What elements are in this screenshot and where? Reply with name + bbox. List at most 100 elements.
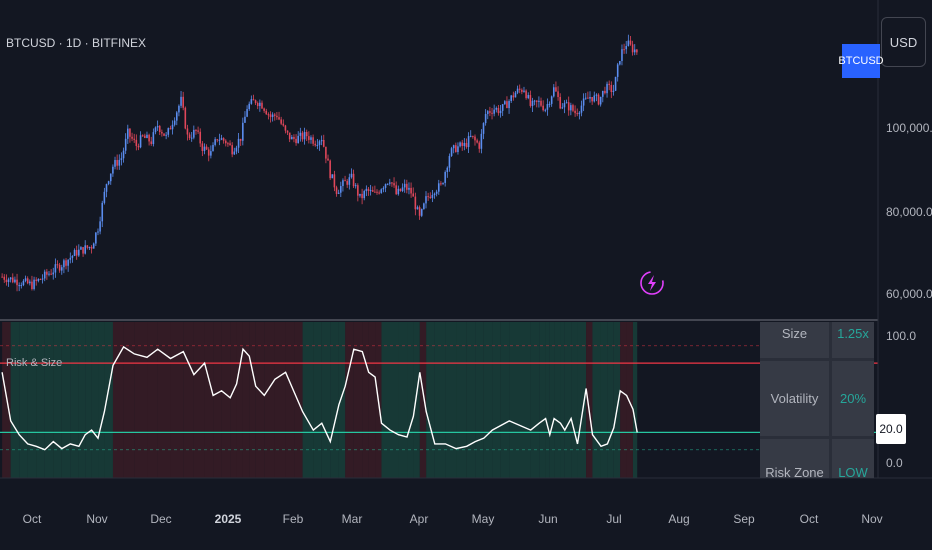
candle-body (195, 129, 197, 131)
candle-body (567, 102, 570, 111)
candle-body (525, 90, 527, 99)
candle-body (239, 138, 242, 141)
candle-body (382, 187, 385, 190)
candle-body (127, 128, 129, 139)
candle-body (337, 192, 340, 194)
candle-body (516, 88, 519, 93)
candle-body (318, 141, 321, 146)
candle-body (88, 246, 91, 248)
risk-zone-band (353, 322, 363, 478)
candle-body (384, 184, 387, 188)
risk-zone-band (61, 322, 71, 478)
candle-body (273, 114, 276, 116)
candle-body (135, 139, 138, 146)
candle-body (71, 255, 74, 258)
candle-body (63, 260, 65, 268)
candle-body (48, 273, 50, 275)
candle-body (129, 128, 131, 137)
candle-body (220, 138, 223, 140)
candle-body (621, 49, 623, 62)
risk-zone-band (539, 322, 546, 478)
time-label-year: 2025 (214, 512, 242, 526)
candle-body (205, 146, 208, 150)
candle-body (26, 278, 29, 284)
candle-body (175, 112, 178, 121)
indicator-title[interactable]: Risk & Size (6, 357, 63, 369)
candle-body (69, 257, 72, 260)
candle-body (491, 112, 493, 114)
candle-body (427, 196, 429, 198)
candle-body (197, 130, 199, 132)
candle-body (344, 180, 346, 182)
candle-body (278, 117, 280, 120)
candle-body (555, 87, 557, 92)
candle-body (265, 110, 268, 115)
candle-body (171, 124, 174, 130)
risk-zone-band (157, 322, 171, 478)
candle-body (533, 100, 536, 102)
candle-body (587, 97, 589, 99)
currency-button[interactable]: USD (881, 17, 926, 67)
candle-body (131, 136, 133, 139)
candle-body (572, 105, 574, 111)
candle-body (301, 132, 304, 140)
price-axis-tick: 80,000.0 (886, 205, 932, 219)
candle-body (24, 278, 27, 281)
candle-body (361, 193, 363, 199)
lightning-logo-icon[interactable] (640, 271, 664, 295)
indicator-axis-tick: 100.0 (886, 329, 917, 343)
candle-body (212, 144, 214, 152)
candle-body (216, 139, 219, 141)
candle-body (46, 271, 48, 275)
candle-body (431, 194, 434, 198)
candle-body (406, 183, 408, 190)
candle-body (214, 139, 216, 145)
candle-body (80, 247, 82, 250)
risk-zone-band (330, 322, 339, 478)
candle-body (327, 158, 329, 161)
candle-body (403, 183, 406, 188)
candle-body (39, 279, 42, 281)
risk-zone-band (285, 322, 295, 478)
candle-body (20, 285, 23, 287)
candle-body (267, 114, 270, 116)
symbol-title[interactable]: BTCUSD · 1D · BITFINEX (6, 36, 147, 50)
candle-body (242, 122, 244, 141)
candle-body (486, 111, 489, 114)
grid-lines (0, 345, 878, 451)
candle-body (116, 160, 118, 166)
time-label: Oct (22, 512, 42, 526)
risk-zone-band (147, 322, 158, 478)
candle-body (469, 135, 472, 137)
risk-zone-band (571, 322, 578, 478)
candle-body (52, 272, 55, 275)
candle-body (376, 191, 378, 193)
candle-body (291, 136, 293, 140)
candle-body (410, 187, 412, 194)
candle-body (612, 90, 615, 92)
candle-body (276, 115, 278, 118)
candle-body (412, 193, 415, 197)
risk-zone-band (193, 322, 205, 478)
candle-body (282, 123, 285, 126)
candle-body (43, 271, 46, 279)
candle-body (261, 102, 263, 109)
candle-body (224, 140, 227, 144)
candle-body (92, 243, 95, 249)
candle-body (103, 191, 106, 203)
candle-body (423, 203, 425, 210)
risk-zone-band (53, 322, 62, 478)
risk-zone-band (475, 322, 484, 478)
candle-body (312, 137, 314, 144)
candle-body (263, 108, 265, 111)
risk-zone-band (44, 322, 54, 478)
candle-body (193, 129, 195, 138)
candle-body (58, 264, 61, 271)
candle-body (173, 120, 176, 125)
candle-body (65, 260, 67, 266)
candle-body (269, 114, 272, 117)
candle-body (14, 279, 16, 283)
table-label-size-multiplier: Size Multiplier (760, 322, 829, 389)
risk-zone-band (204, 322, 214, 478)
